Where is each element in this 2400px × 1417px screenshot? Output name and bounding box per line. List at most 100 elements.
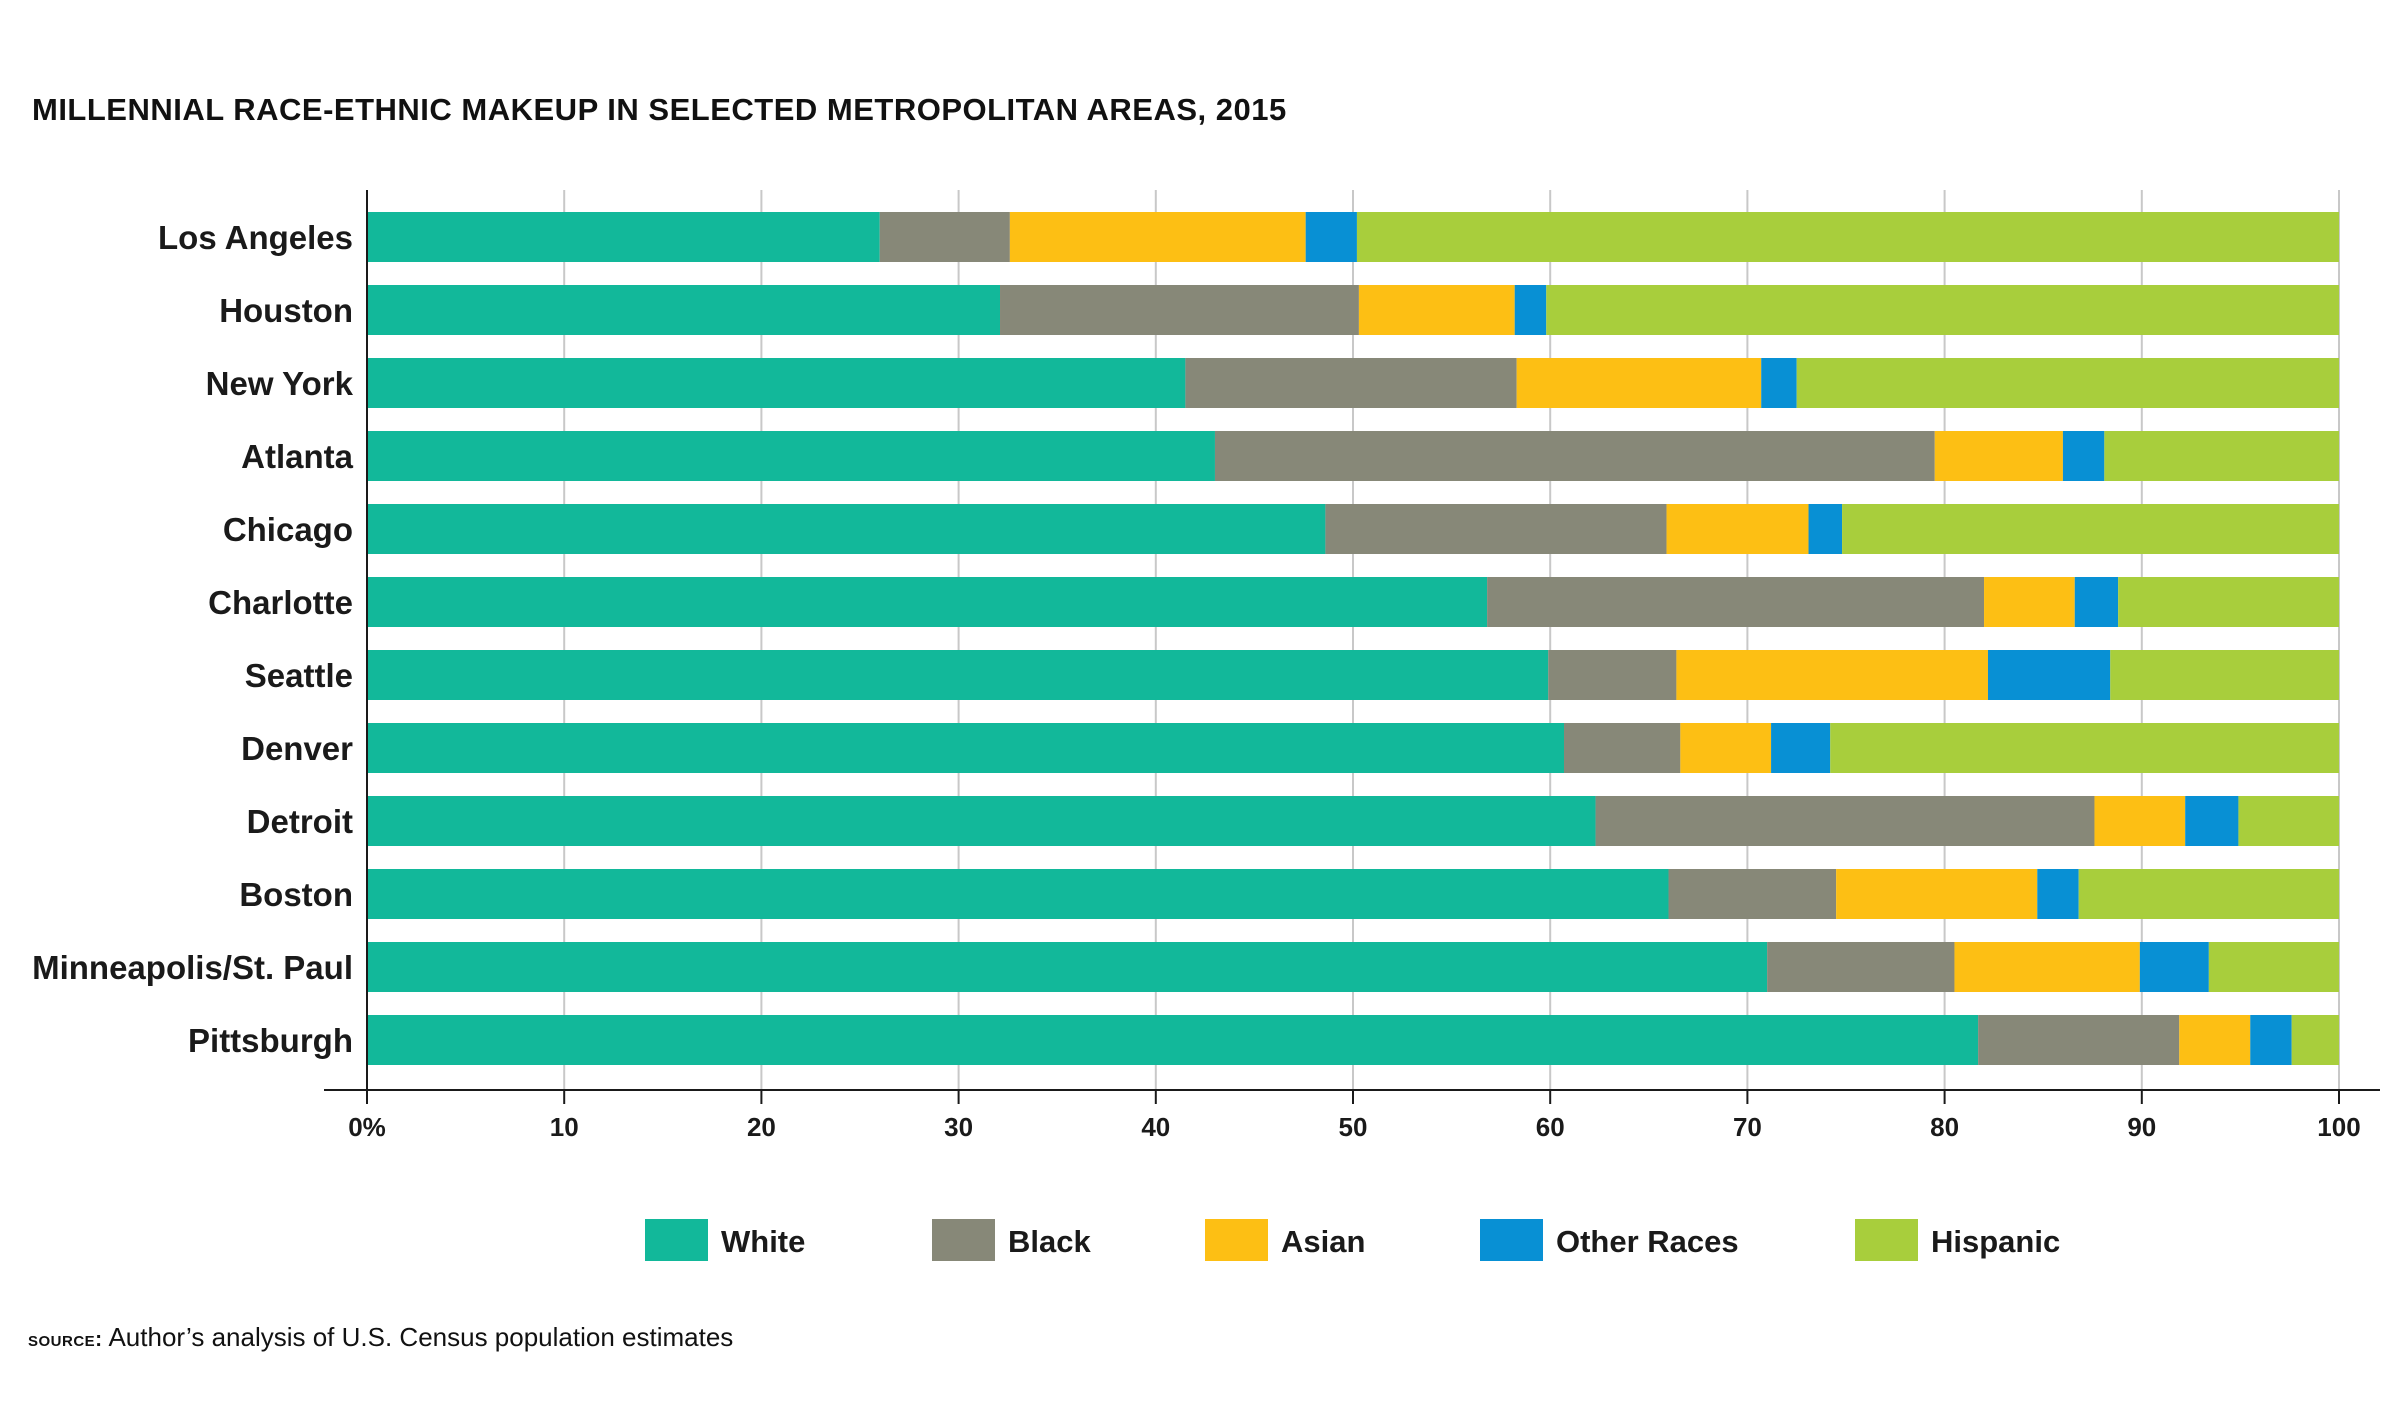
bar-segment-asian-los-angeles	[1009, 212, 1306, 262]
x-tick-labels: 0% 10 20 30 40 50 60 70 80 90 100	[348, 1112, 2360, 1142]
legend-label-hispanic: Hispanic	[1931, 1224, 2060, 1259]
bar-segment-asian-charlotte	[1984, 577, 2075, 627]
bar-segment-asian-atlanta	[1934, 431, 2063, 481]
bar-segment-other-races-minneapolis-st-paul	[2139, 942, 2209, 992]
category-label-boston: Boston	[239, 876, 353, 913]
category-label-new-york: New York	[206, 365, 354, 402]
category-label-charlotte: Charlotte	[208, 584, 353, 621]
bar-segment-asian-boston	[1836, 869, 2038, 919]
bar-segment-black-los-angeles	[879, 212, 1010, 262]
bar-segment-hispanic-denver	[1830, 723, 2339, 773]
bar-segment-other-races-seattle	[1987, 650, 2111, 700]
category-label-atlanta: Atlanta	[241, 438, 353, 475]
bar-segment-other-races-charlotte	[2074, 577, 2119, 627]
category-label-detroit: Detroit	[247, 803, 353, 840]
category-label-chicago: Chicago	[223, 511, 353, 548]
category-label-seattle: Seattle	[245, 657, 353, 694]
bar-segment-white-chicago	[367, 504, 1326, 554]
bar-segment-black-seattle	[1548, 650, 1677, 700]
source-text: Author’s analysis of U.S. Census populat…	[108, 1322, 734, 1352]
x-tick-label: 80	[1930, 1112, 1959, 1142]
bar-segment-black-charlotte	[1487, 577, 1985, 627]
bar-segment-white-detroit	[367, 796, 1596, 846]
x-tick-label: 100	[2317, 1112, 2360, 1142]
bar-segment-black-chicago	[1325, 504, 1667, 554]
x-tick-label: 20	[747, 1112, 776, 1142]
x-tick-label: 70	[1733, 1112, 1762, 1142]
bar-segment-hispanic-pittsburgh	[2291, 1015, 2339, 1065]
bar-segment-white-minneapolis-st-paul	[367, 942, 1768, 992]
bar-segment-other-races-pittsburgh	[2250, 1015, 2292, 1065]
category-label-los-angeles: Los Angeles	[158, 219, 353, 256]
legend-swatch-black	[932, 1219, 995, 1261]
category-label-minneapolis-st-paul: Minneapolis/St. Paul	[32, 949, 353, 986]
bar-segment-asian-detroit	[2094, 796, 2186, 846]
axes	[324, 190, 2380, 1104]
bar-segment-asian-denver	[1680, 723, 1772, 773]
chart-title: MILLENNIAL RACE-ETHNIC MAKEUP IN SELECTE…	[32, 92, 1287, 127]
category-label-houston: Houston	[219, 292, 353, 329]
bar-segment-black-boston	[1668, 869, 1837, 919]
bar-segment-other-races-atlanta	[2062, 431, 2105, 481]
bar-segment-hispanic-new-york	[1796, 358, 2339, 408]
bar-segment-white-seattle	[367, 650, 1549, 700]
bar-segment-hispanic-houston	[1546, 285, 2339, 335]
x-tick-label: 10	[550, 1112, 579, 1142]
x-tick-label: 50	[1339, 1112, 1368, 1142]
x-tick-label: 30	[944, 1112, 973, 1142]
bar-segment-black-pittsburgh	[1978, 1015, 2180, 1065]
bar-segment-asian-chicago	[1666, 504, 1809, 554]
bar-segment-white-houston	[367, 285, 1001, 335]
bar-segment-other-races-denver	[1771, 723, 1831, 773]
x-tick-label: 60	[1536, 1112, 1565, 1142]
bar-segment-asian-seattle	[1676, 650, 1988, 700]
legend: White Black Asian Other Races Hispanic	[645, 1219, 2060, 1261]
bar-segment-other-races-boston	[2037, 869, 2079, 919]
legend-label-black: Black	[1008, 1224, 1091, 1259]
bar-segment-hispanic-detroit	[2238, 796, 2339, 846]
legend-swatch-other-races	[1480, 1219, 1543, 1261]
legend-label-asian: Asian	[1281, 1224, 1365, 1259]
bar-segment-other-races-houston	[1514, 285, 1547, 335]
source-label: source:	[28, 1328, 103, 1351]
bar-segment-asian-new-york	[1516, 358, 1762, 408]
bar-segment-black-detroit	[1595, 796, 2095, 846]
bar-segment-white-pittsburgh	[367, 1015, 1979, 1065]
bar-segment-asian-pittsburgh	[2179, 1015, 2251, 1065]
bar-segment-black-minneapolis-st-paul	[1767, 942, 1955, 992]
bar-segment-hispanic-chicago	[1842, 504, 2339, 554]
legend-swatch-asian	[1205, 1219, 1268, 1261]
bar-segment-other-races-los-angeles	[1305, 212, 1357, 262]
x-tick-label: 40	[1141, 1112, 1170, 1142]
source-note: source: Author’s analysis of U.S. Census…	[28, 1322, 733, 1353]
bar-segment-other-races-chicago	[1808, 504, 1843, 554]
bars	[367, 212, 2339, 1065]
bar-segment-white-new-york	[367, 358, 1186, 408]
legend-swatch-hispanic	[1855, 1219, 1918, 1261]
bar-segment-hispanic-los-angeles	[1356, 212, 2339, 262]
x-tick-label: 0%	[348, 1112, 386, 1142]
bar-segment-black-houston	[1000, 285, 1359, 335]
bar-segment-asian-minneapolis-st-paul	[1954, 942, 2140, 992]
x-tick-label: 90	[2127, 1112, 2156, 1142]
bar-segment-black-atlanta	[1214, 431, 1935, 481]
bar-segment-white-atlanta	[367, 431, 1215, 481]
bar-segment-other-races-new-york	[1761, 358, 1797, 408]
legend-swatch-white	[645, 1219, 708, 1261]
bar-segment-hispanic-minneapolis-st-paul	[2208, 942, 2339, 992]
bar-segment-white-denver	[367, 723, 1565, 773]
category-labels: Los Angeles Houston New York Atlanta Chicago…	[32, 219, 354, 1059]
gridlines	[563, 190, 2340, 1090]
bar-segment-black-denver	[1564, 723, 1681, 773]
bar-segment-hispanic-seattle	[2110, 650, 2339, 700]
bar-segment-black-new-york	[1185, 358, 1517, 408]
legend-label-other-races: Other Races	[1556, 1224, 1739, 1259]
bar-segment-hispanic-charlotte	[2118, 577, 2339, 627]
bar-segment-white-charlotte	[367, 577, 1488, 627]
bar-segment-hispanic-boston	[2078, 869, 2339, 919]
bar-segment-white-los-angeles	[367, 212, 880, 262]
category-label-pittsburgh: Pittsburgh	[188, 1022, 353, 1059]
category-label-denver: Denver	[241, 730, 353, 767]
bar-segment-other-races-detroit	[2185, 796, 2239, 846]
